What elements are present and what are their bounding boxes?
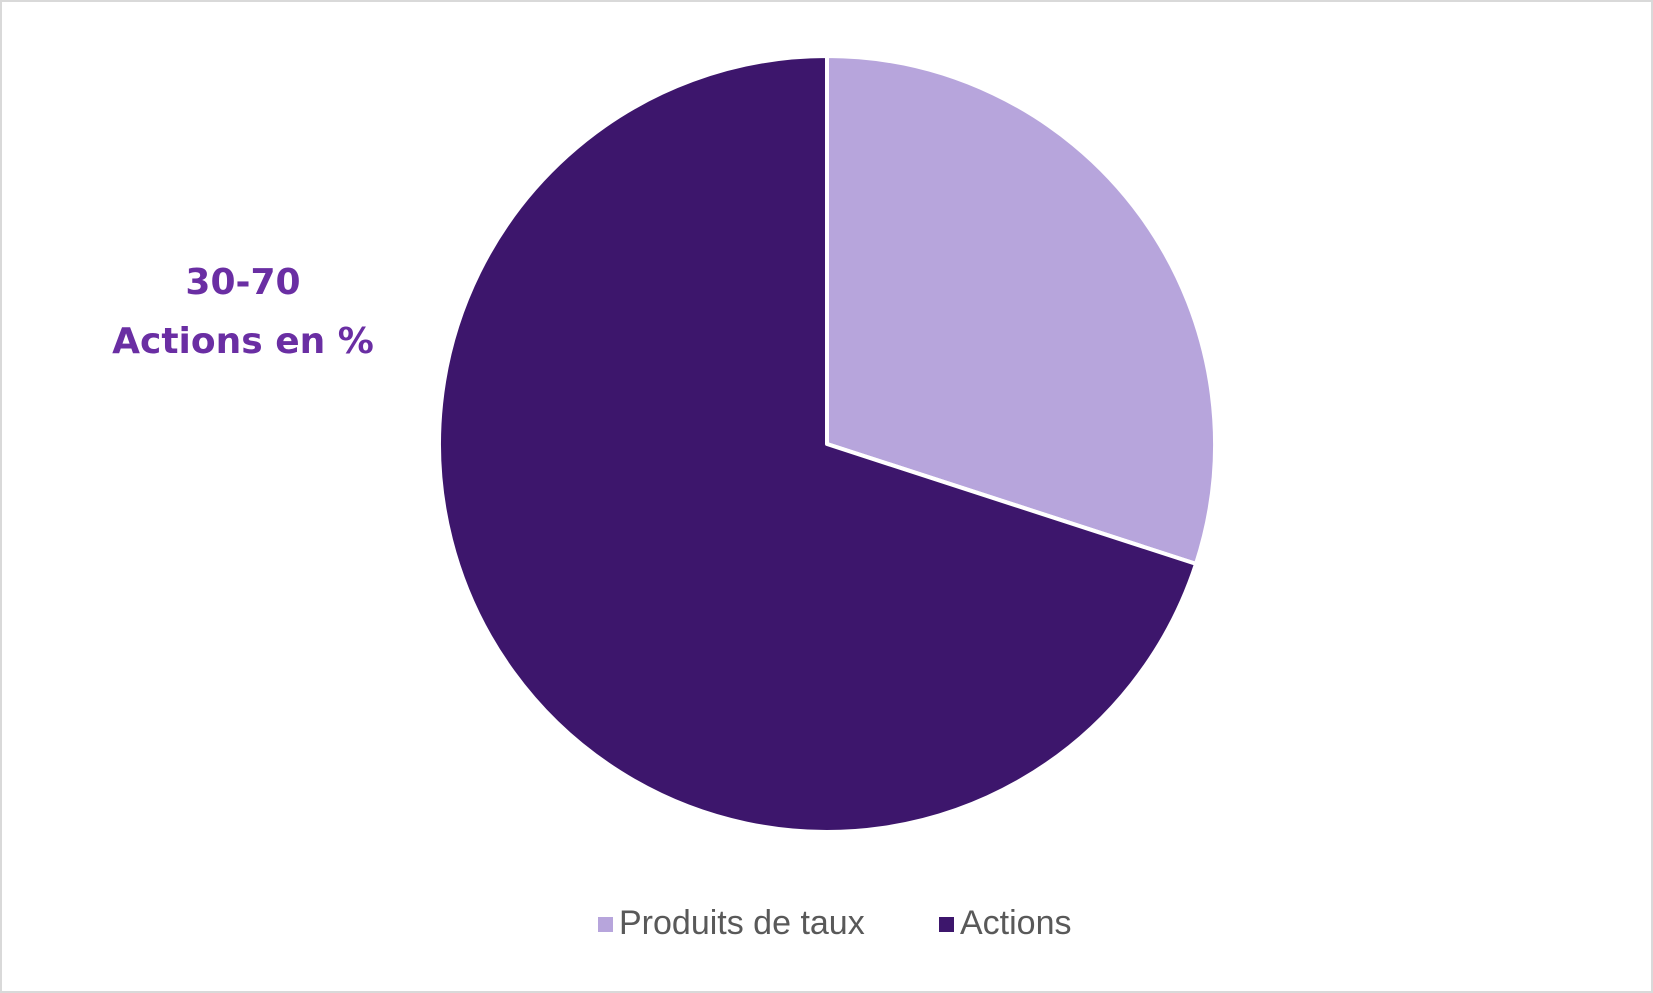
legend-swatch	[598, 917, 613, 932]
chart-title: 30-70	[185, 262, 300, 303]
pie-slice	[437, 54, 1199, 834]
legend-swatch	[939, 917, 954, 932]
legend: Produits de taux Actions	[598, 904, 1072, 942]
pie	[437, 54, 1217, 834]
legend-label: Actions	[960, 904, 1072, 942]
chart-subtitle: Actions en %	[112, 321, 374, 362]
legend-label: Produits de taux	[619, 904, 865, 942]
pie-slice	[825, 54, 1217, 566]
